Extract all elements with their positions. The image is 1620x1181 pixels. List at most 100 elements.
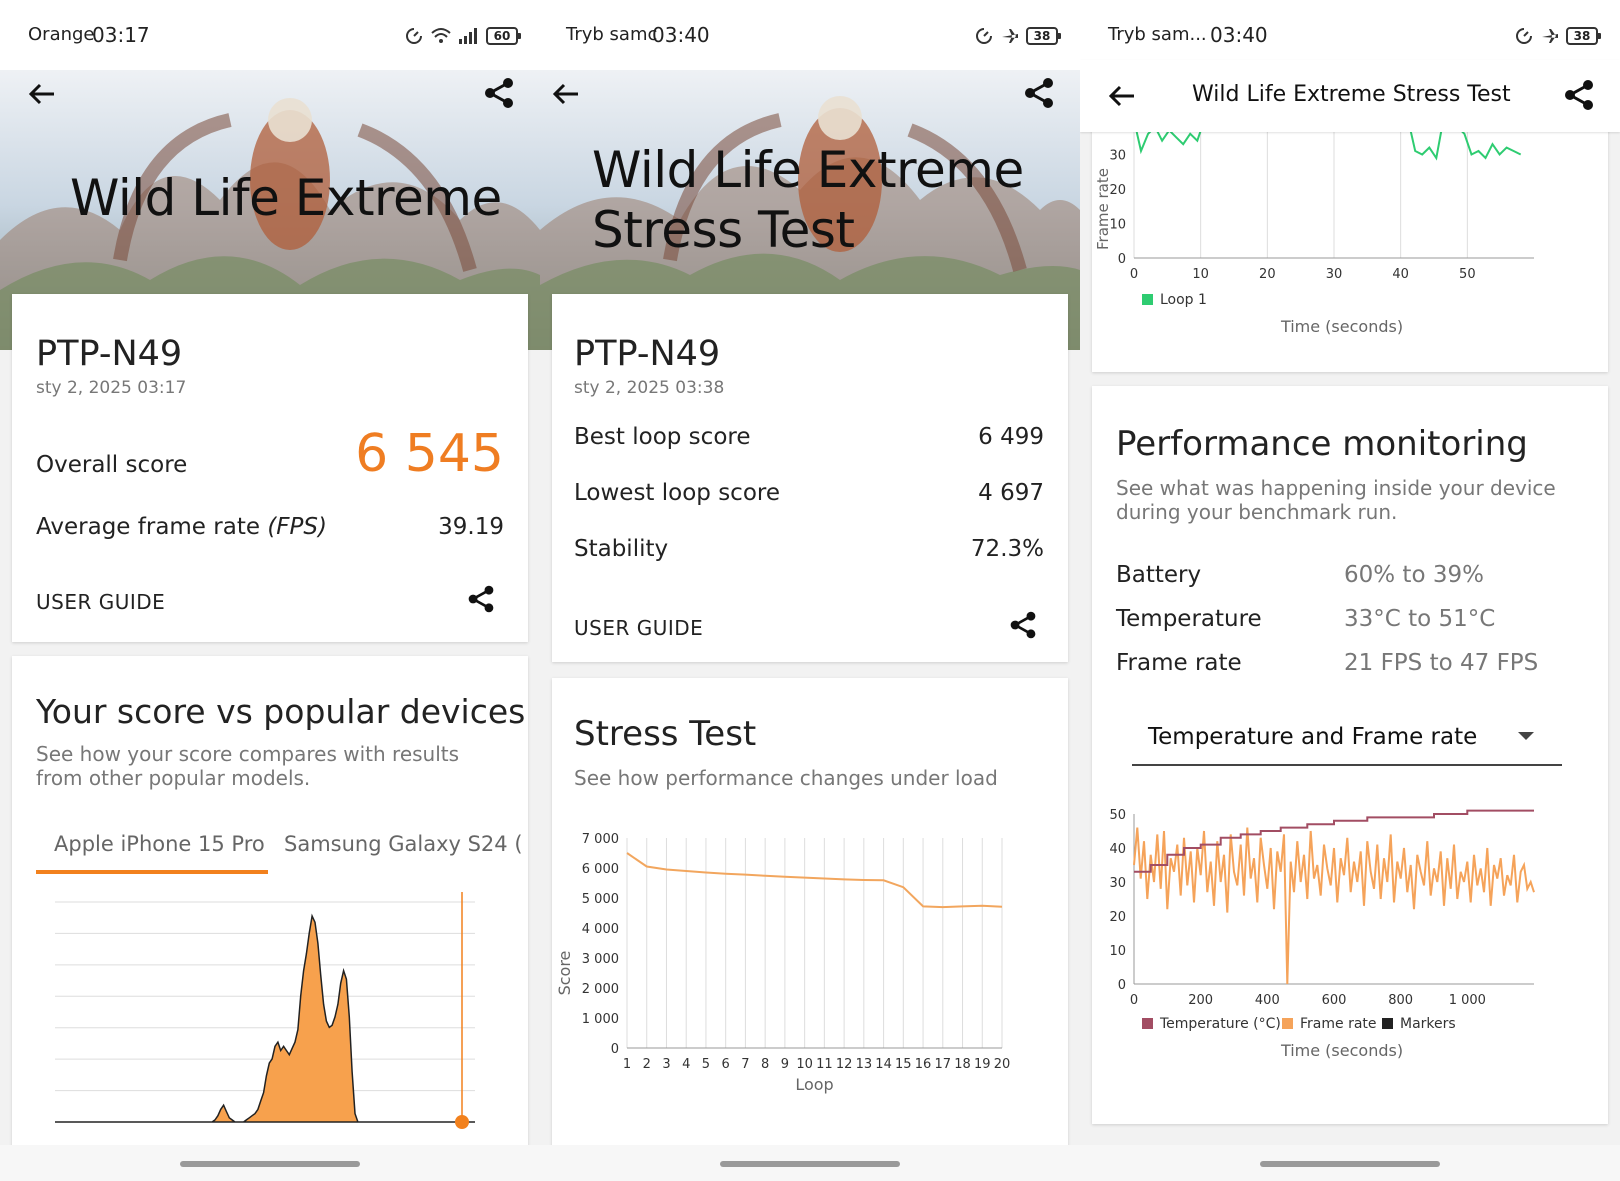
x-tick-label: 10: [1192, 267, 1209, 282]
share-icon[interactable]: [1022, 76, 1056, 110]
x-tick-label: 19: [974, 1057, 991, 1072]
y-tick-label: 40: [1109, 842, 1126, 857]
tab-samsung-galaxy-s24[interactable]: Samsung Galaxy S24 (E: [284, 832, 524, 856]
user-guide-button[interactable]: USER GUIDE: [574, 616, 704, 640]
hero-title: Wild Life Extreme Stress Test: [592, 140, 1024, 260]
battery-icon: 38: [1026, 27, 1061, 45]
share-icon[interactable]: [466, 584, 496, 614]
panel-stress-test-result: Tryb samc 03:40 38 Wild Life Extreme Str…: [540, 0, 1080, 1181]
hero-nav: [0, 72, 540, 116]
legend-swatch-loop-1: [1142, 294, 1153, 305]
x-tick-label: 16: [915, 1057, 932, 1072]
temperature-line: [1134, 809, 1534, 873]
status-bar: Tryb samc 03:40 38: [540, 0, 1080, 70]
x-tick-label: 2: [643, 1057, 651, 1072]
data-saver-icon: [976, 28, 992, 44]
distribution-chart: [55, 892, 475, 1129]
status-icons: 38: [974, 24, 1061, 48]
status-time: 03:40: [652, 23, 710, 47]
y-tick-label: 20: [1109, 910, 1126, 925]
status-carrier: Tryb sam...: [1108, 24, 1207, 45]
y-tick-label: 4 000: [582, 922, 619, 937]
score-line: [626, 852, 1003, 909]
status-icons: 38: [1514, 24, 1601, 48]
distribution-area: [55, 913, 475, 1123]
compare-card: Your score vs popular devices See how yo…: [12, 656, 528, 1176]
loop-framerate-card: 0 10 20 30 40 50 0 10 20 30 Loop 1 Time (seconds) Fr…: [1092, 100, 1608, 372]
y-tick-label: 30: [1109, 876, 1126, 891]
legend-label: Markers: [1400, 1016, 1456, 1032]
home-indicator[interactable]: [720, 1161, 900, 1167]
x-axis-label: Time (seconds): [1280, 1041, 1403, 1060]
stress-result-card: PTP-N49 sty 2, 2025 03:38 Best loop scor…: [552, 294, 1068, 662]
tab-apple-iphone-15-pro[interactable]: Apple iPhone 15 Pro: [54, 832, 265, 856]
legend-swatch: [1282, 1018, 1293, 1029]
share-icon[interactable]: [1562, 78, 1596, 112]
y-axis-label: Frame rate: [1094, 168, 1112, 250]
status-carrier: Tryb samc: [566, 24, 658, 45]
y-tick-label: 10: [1109, 944, 1126, 959]
x-tick-label: 11: [816, 1057, 833, 1072]
home-indicator[interactable]: [1260, 1161, 1440, 1167]
best-loop-label: Best loop score: [574, 424, 751, 450]
temperature-framerate-chart: 0 10 20 30 40 50 0 200 400 600 800 1 000 Temperature…: [1109, 808, 1535, 1060]
x-tick-label: 50: [1459, 267, 1476, 282]
x-tick-label: 0: [1130, 267, 1138, 282]
result-date: sty 2, 2025 03:38: [574, 378, 725, 398]
x-tick-label: 6: [722, 1057, 730, 1072]
x-tick-label: 10: [796, 1057, 813, 1072]
user-guide-button[interactable]: USER GUIDE: [36, 590, 166, 614]
chevron-down-icon: [1518, 732, 1534, 740]
stability-value: 72.3%: [970, 536, 1044, 562]
y-tick-label: 7 000: [582, 832, 619, 847]
y-axis-label: Score: [555, 951, 574, 996]
app-bar-title: Wild Life Extreme Stress Test: [1192, 82, 1511, 107]
status-bar: Orange 03:17 60: [0, 0, 540, 70]
x-tick-label: 14: [875, 1057, 892, 1072]
airplane-icon: [1002, 29, 1018, 43]
y-tick-label: 50: [1109, 808, 1126, 823]
fps-value: 39.19: [438, 514, 504, 540]
overall-score-label: Overall score: [36, 452, 188, 478]
y-tick-label: 5 000: [582, 892, 619, 907]
airplane-icon: [1542, 29, 1558, 43]
y-tick-label: 6 000: [582, 862, 619, 877]
legend-swatch: [1142, 1018, 1153, 1029]
hero-title-line2: Stress Test: [592, 201, 855, 259]
hero-title: Wild Life Extreme: [70, 169, 502, 227]
back-arrow-icon[interactable]: [26, 78, 58, 110]
back-arrow-icon[interactable]: [550, 78, 582, 110]
chart-type-dropdown[interactable]: Temperature and Frame rate: [1132, 706, 1562, 766]
x-tick-label: 40: [1392, 267, 1409, 282]
y-tick-label: 0: [611, 1042, 619, 1057]
result-date: sty 2, 2025 03:17: [36, 378, 187, 398]
x-tick-label: 7: [741, 1057, 749, 1072]
status-carrier: Orange: [28, 24, 95, 45]
home-indicator[interactable]: [180, 1161, 360, 1167]
y-tick-label: 0: [1118, 252, 1126, 267]
y-tick-label: 20: [1109, 183, 1126, 198]
overall-score-value: 6 545: [355, 424, 504, 484]
dropdown-selected-value: Temperature and Frame rate: [1148, 724, 1478, 750]
battery-icon: 38: [1566, 27, 1601, 45]
x-tick-label: 13: [856, 1057, 873, 1072]
data-saver-icon: [1516, 28, 1532, 44]
share-icon[interactable]: [482, 76, 516, 110]
back-arrow-icon[interactable]: [1106, 80, 1138, 112]
data-saver-icon: [406, 28, 422, 44]
frame-rate-label: Frame rate: [1116, 650, 1242, 676]
loop-framerate-chart: 0 10 20 30 40 50 0 10 20 30 Loop 1 Time (seconds) Fr…: [1094, 120, 1534, 336]
legend-label: Frame rate: [1300, 1016, 1377, 1032]
x-tick-label: 5: [702, 1057, 710, 1072]
x-tick-label: 0: [1130, 993, 1138, 1008]
legend-label: Temperature (°C): [1159, 1016, 1281, 1032]
share-icon[interactable]: [1008, 610, 1038, 640]
x-tick-label: 18: [954, 1057, 971, 1072]
performance-card: Performance monitoring See what was happ…: [1092, 386, 1608, 1124]
frame-rate-value: 21 FPS to 47 FPS: [1344, 650, 1539, 676]
temperature-label: Temperature: [1116, 606, 1262, 632]
status-time: 03:40: [1210, 23, 1268, 47]
x-tick-label: 800: [1388, 993, 1413, 1008]
compare-subtitle: See how your score compares with results…: [36, 742, 460, 790]
